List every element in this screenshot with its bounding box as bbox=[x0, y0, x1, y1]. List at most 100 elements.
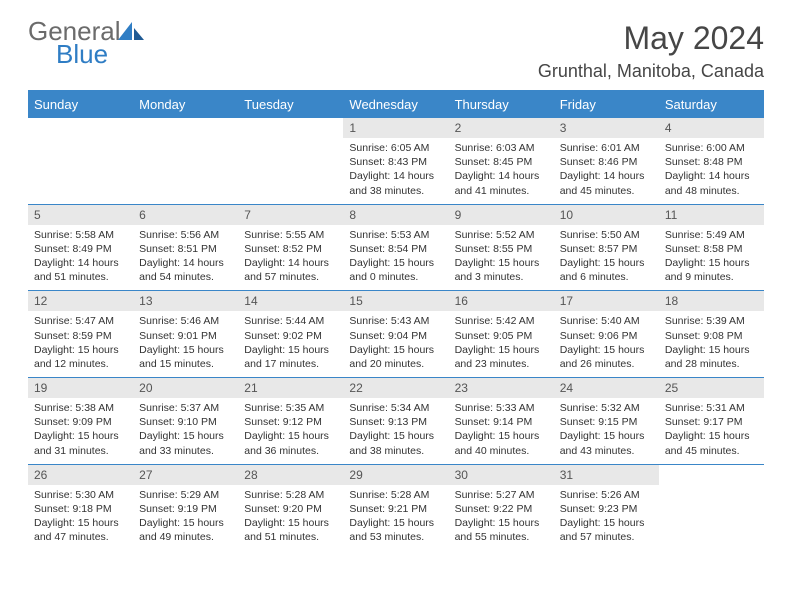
daylight-text: Daylight: 15 hours and 45 minutes. bbox=[665, 429, 758, 457]
day-number bbox=[28, 118, 133, 124]
day-number: 25 bbox=[659, 378, 764, 398]
sunrise-text: Sunrise: 5:30 AM bbox=[34, 488, 127, 502]
sunrise-text: Sunrise: 6:05 AM bbox=[349, 141, 442, 155]
day-details: Sunrise: 5:53 AMSunset: 8:54 PMDaylight:… bbox=[343, 225, 448, 291]
day-details: Sunrise: 6:00 AMSunset: 8:48 PMDaylight:… bbox=[659, 138, 764, 204]
day-cell: 28Sunrise: 5:28 AMSunset: 9:20 PMDayligh… bbox=[238, 465, 343, 551]
daylight-text: Daylight: 15 hours and 12 minutes. bbox=[34, 343, 127, 371]
day-cell bbox=[133, 118, 238, 204]
sunset-text: Sunset: 8:49 PM bbox=[34, 242, 127, 256]
sunset-text: Sunset: 8:55 PM bbox=[455, 242, 548, 256]
sunrise-text: Sunrise: 6:03 AM bbox=[455, 141, 548, 155]
day-header: Friday bbox=[554, 92, 659, 117]
daylight-text: Daylight: 15 hours and 26 minutes. bbox=[560, 343, 653, 371]
sunrise-text: Sunrise: 5:55 AM bbox=[244, 228, 337, 242]
daylight-text: Daylight: 14 hours and 48 minutes. bbox=[665, 169, 758, 197]
day-number: 20 bbox=[133, 378, 238, 398]
sunset-text: Sunset: 9:23 PM bbox=[560, 502, 653, 516]
day-cell: 5Sunrise: 5:58 AMSunset: 8:49 PMDaylight… bbox=[28, 205, 133, 291]
day-header: Monday bbox=[133, 92, 238, 117]
sunset-text: Sunset: 8:46 PM bbox=[560, 155, 653, 169]
day-details: Sunrise: 5:33 AMSunset: 9:14 PMDaylight:… bbox=[449, 398, 554, 464]
sunrise-text: Sunrise: 5:29 AM bbox=[139, 488, 232, 502]
day-details: Sunrise: 5:34 AMSunset: 9:13 PMDaylight:… bbox=[343, 398, 448, 464]
sunrise-text: Sunrise: 5:44 AM bbox=[244, 314, 337, 328]
day-cell: 3Sunrise: 6:01 AMSunset: 8:46 PMDaylight… bbox=[554, 118, 659, 204]
day-details: Sunrise: 5:35 AMSunset: 9:12 PMDaylight:… bbox=[238, 398, 343, 464]
day-cell: 7Sunrise: 5:55 AMSunset: 8:52 PMDaylight… bbox=[238, 205, 343, 291]
day-details: Sunrise: 6:01 AMSunset: 8:46 PMDaylight:… bbox=[554, 138, 659, 204]
day-number: 2 bbox=[449, 118, 554, 138]
day-header-row: Sunday Monday Tuesday Wednesday Thursday… bbox=[28, 92, 764, 117]
daylight-text: Daylight: 15 hours and 31 minutes. bbox=[34, 429, 127, 457]
logo: General Blue bbox=[28, 20, 121, 67]
day-details: Sunrise: 5:38 AMSunset: 9:09 PMDaylight:… bbox=[28, 398, 133, 464]
day-cell: 13Sunrise: 5:46 AMSunset: 9:01 PMDayligh… bbox=[133, 291, 238, 377]
daylight-text: Daylight: 14 hours and 38 minutes. bbox=[349, 169, 442, 197]
sunrise-text: Sunrise: 5:28 AM bbox=[244, 488, 337, 502]
calendar-page: General Blue May 2024 Grunthal, Manitoba… bbox=[0, 0, 792, 570]
daylight-text: Daylight: 15 hours and 15 minutes. bbox=[139, 343, 232, 371]
day-details: Sunrise: 5:31 AMSunset: 9:17 PMDaylight:… bbox=[659, 398, 764, 464]
day-cell: 4Sunrise: 6:00 AMSunset: 8:48 PMDaylight… bbox=[659, 118, 764, 204]
daylight-text: Daylight: 15 hours and 55 minutes. bbox=[455, 516, 548, 544]
sunrise-text: Sunrise: 5:27 AM bbox=[455, 488, 548, 502]
day-details: Sunrise: 5:40 AMSunset: 9:06 PMDaylight:… bbox=[554, 311, 659, 377]
day-number: 29 bbox=[343, 465, 448, 485]
week-row: 19Sunrise: 5:38 AMSunset: 9:09 PMDayligh… bbox=[28, 377, 764, 464]
sunset-text: Sunset: 9:14 PM bbox=[455, 415, 548, 429]
sunset-text: Sunset: 9:18 PM bbox=[34, 502, 127, 516]
day-number: 21 bbox=[238, 378, 343, 398]
day-number bbox=[238, 118, 343, 124]
day-header: Tuesday bbox=[238, 92, 343, 117]
day-details: Sunrise: 5:39 AMSunset: 9:08 PMDaylight:… bbox=[659, 311, 764, 377]
daylight-text: Daylight: 15 hours and 3 minutes. bbox=[455, 256, 548, 284]
sunrise-text: Sunrise: 5:53 AM bbox=[349, 228, 442, 242]
day-details: Sunrise: 5:50 AMSunset: 8:57 PMDaylight:… bbox=[554, 225, 659, 291]
day-number: 13 bbox=[133, 291, 238, 311]
day-header: Saturday bbox=[659, 92, 764, 117]
day-cell: 14Sunrise: 5:44 AMSunset: 9:02 PMDayligh… bbox=[238, 291, 343, 377]
sunset-text: Sunset: 8:51 PM bbox=[139, 242, 232, 256]
sunset-text: Sunset: 9:01 PM bbox=[139, 329, 232, 343]
sunrise-text: Sunrise: 5:38 AM bbox=[34, 401, 127, 415]
day-cell: 26Sunrise: 5:30 AMSunset: 9:18 PMDayligh… bbox=[28, 465, 133, 551]
day-details: Sunrise: 5:37 AMSunset: 9:10 PMDaylight:… bbox=[133, 398, 238, 464]
sunset-text: Sunset: 8:45 PM bbox=[455, 155, 548, 169]
day-cell: 6Sunrise: 5:56 AMSunset: 8:51 PMDaylight… bbox=[133, 205, 238, 291]
daylight-text: Daylight: 15 hours and 47 minutes. bbox=[34, 516, 127, 544]
day-number: 28 bbox=[238, 465, 343, 485]
week-row: 5Sunrise: 5:58 AMSunset: 8:49 PMDaylight… bbox=[28, 204, 764, 291]
location-text: Grunthal, Manitoba, Canada bbox=[538, 61, 764, 82]
sunset-text: Sunset: 9:05 PM bbox=[455, 329, 548, 343]
day-cell: 23Sunrise: 5:33 AMSunset: 9:14 PMDayligh… bbox=[449, 378, 554, 464]
day-cell: 21Sunrise: 5:35 AMSunset: 9:12 PMDayligh… bbox=[238, 378, 343, 464]
sunrise-text: Sunrise: 6:01 AM bbox=[560, 141, 653, 155]
day-number bbox=[659, 465, 764, 471]
day-details: Sunrise: 5:32 AMSunset: 9:15 PMDaylight:… bbox=[554, 398, 659, 464]
day-details: Sunrise: 5:43 AMSunset: 9:04 PMDaylight:… bbox=[343, 311, 448, 377]
sunset-text: Sunset: 9:15 PM bbox=[560, 415, 653, 429]
day-cell: 20Sunrise: 5:37 AMSunset: 9:10 PMDayligh… bbox=[133, 378, 238, 464]
sunrise-text: Sunrise: 5:56 AM bbox=[139, 228, 232, 242]
sunrise-text: Sunrise: 5:32 AM bbox=[560, 401, 653, 415]
sunrise-text: Sunrise: 5:42 AM bbox=[455, 314, 548, 328]
sunset-text: Sunset: 9:20 PM bbox=[244, 502, 337, 516]
day-cell bbox=[659, 465, 764, 551]
daylight-text: Daylight: 15 hours and 43 minutes. bbox=[560, 429, 653, 457]
day-details: Sunrise: 5:58 AMSunset: 8:49 PMDaylight:… bbox=[28, 225, 133, 291]
day-details: Sunrise: 5:27 AMSunset: 9:22 PMDaylight:… bbox=[449, 485, 554, 551]
daylight-text: Daylight: 15 hours and 36 minutes. bbox=[244, 429, 337, 457]
day-number: 17 bbox=[554, 291, 659, 311]
day-cell: 30Sunrise: 5:27 AMSunset: 9:22 PMDayligh… bbox=[449, 465, 554, 551]
daylight-text: Daylight: 15 hours and 49 minutes. bbox=[139, 516, 232, 544]
day-number: 7 bbox=[238, 205, 343, 225]
sunrise-text: Sunrise: 5:58 AM bbox=[34, 228, 127, 242]
daylight-text: Daylight: 14 hours and 45 minutes. bbox=[560, 169, 653, 197]
sunset-text: Sunset: 9:17 PM bbox=[665, 415, 758, 429]
day-cell: 25Sunrise: 5:31 AMSunset: 9:17 PMDayligh… bbox=[659, 378, 764, 464]
daylight-text: Daylight: 15 hours and 6 minutes. bbox=[560, 256, 653, 284]
logo-sail-icon bbox=[118, 22, 146, 42]
sunset-text: Sunset: 8:54 PM bbox=[349, 242, 442, 256]
day-cell: 22Sunrise: 5:34 AMSunset: 9:13 PMDayligh… bbox=[343, 378, 448, 464]
